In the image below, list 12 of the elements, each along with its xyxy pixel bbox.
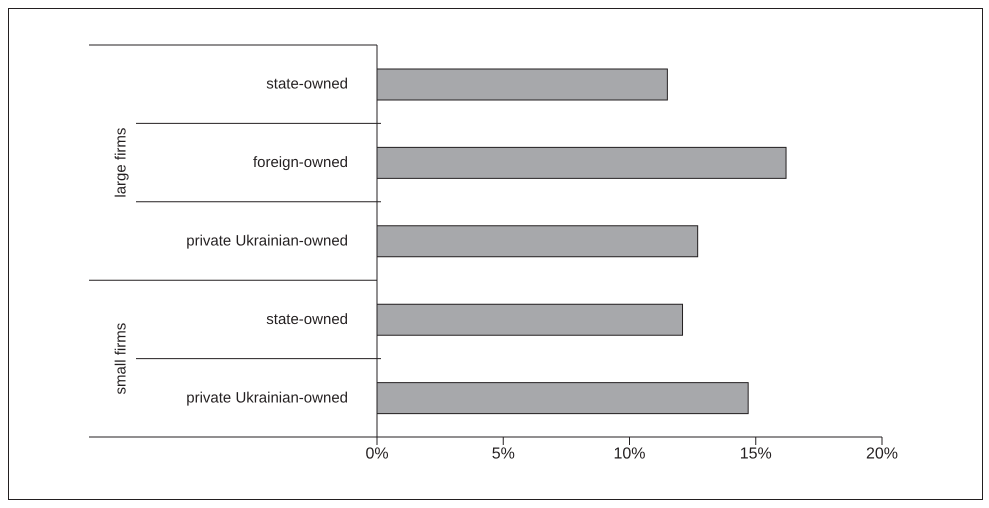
y-tick-label: state-owned xyxy=(266,310,348,328)
y-tick-label: state-owned xyxy=(266,76,348,93)
y-tick-label: private Ukrainian-owned xyxy=(186,389,348,406)
x-tick-label: 10% xyxy=(613,445,646,462)
x-tick-label: 0% xyxy=(365,445,389,462)
x-tick-label: 5% xyxy=(492,445,515,462)
y-tick-label: private Ukrainian-owned xyxy=(186,232,348,250)
x-tick-label: 15% xyxy=(740,445,772,462)
y-tick-label: foreign-owned xyxy=(252,154,348,172)
text: small firms xyxy=(112,322,130,394)
x-tick-label: 20% xyxy=(866,445,898,462)
text: large firms xyxy=(112,128,130,198)
